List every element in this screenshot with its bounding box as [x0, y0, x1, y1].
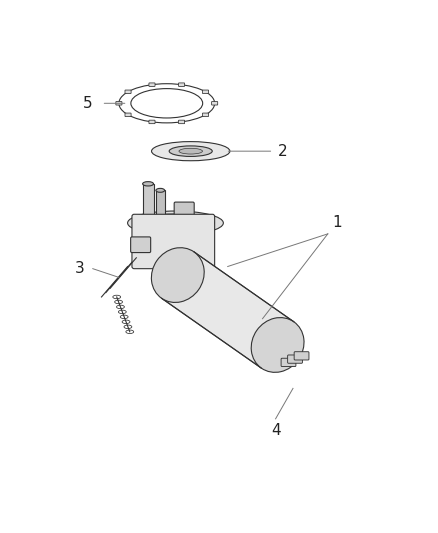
FancyBboxPatch shape: [149, 83, 155, 86]
Ellipse shape: [169, 146, 212, 156]
FancyBboxPatch shape: [281, 358, 296, 367]
FancyBboxPatch shape: [125, 113, 131, 117]
Ellipse shape: [152, 248, 204, 302]
Ellipse shape: [136, 214, 215, 232]
FancyBboxPatch shape: [179, 120, 184, 124]
FancyBboxPatch shape: [202, 90, 208, 93]
FancyBboxPatch shape: [131, 237, 151, 253]
FancyBboxPatch shape: [288, 355, 302, 364]
Text: 3: 3: [74, 261, 84, 276]
Ellipse shape: [127, 211, 223, 235]
FancyBboxPatch shape: [202, 113, 208, 117]
Bar: [143, 184, 154, 223]
FancyBboxPatch shape: [116, 102, 122, 105]
Ellipse shape: [156, 188, 165, 192]
Text: 1: 1: [332, 214, 342, 230]
FancyBboxPatch shape: [149, 120, 155, 124]
Bar: [156, 190, 165, 223]
Ellipse shape: [179, 148, 202, 154]
Polygon shape: [162, 252, 294, 368]
FancyBboxPatch shape: [294, 352, 309, 360]
Ellipse shape: [152, 142, 230, 161]
Ellipse shape: [251, 318, 304, 373]
Ellipse shape: [143, 182, 153, 186]
FancyBboxPatch shape: [179, 83, 184, 86]
FancyBboxPatch shape: [212, 102, 218, 105]
Text: 5: 5: [83, 96, 93, 111]
Text: 2: 2: [278, 144, 287, 159]
FancyBboxPatch shape: [125, 90, 131, 93]
FancyBboxPatch shape: [132, 214, 215, 269]
Text: 4: 4: [271, 423, 280, 438]
FancyBboxPatch shape: [174, 202, 194, 218]
